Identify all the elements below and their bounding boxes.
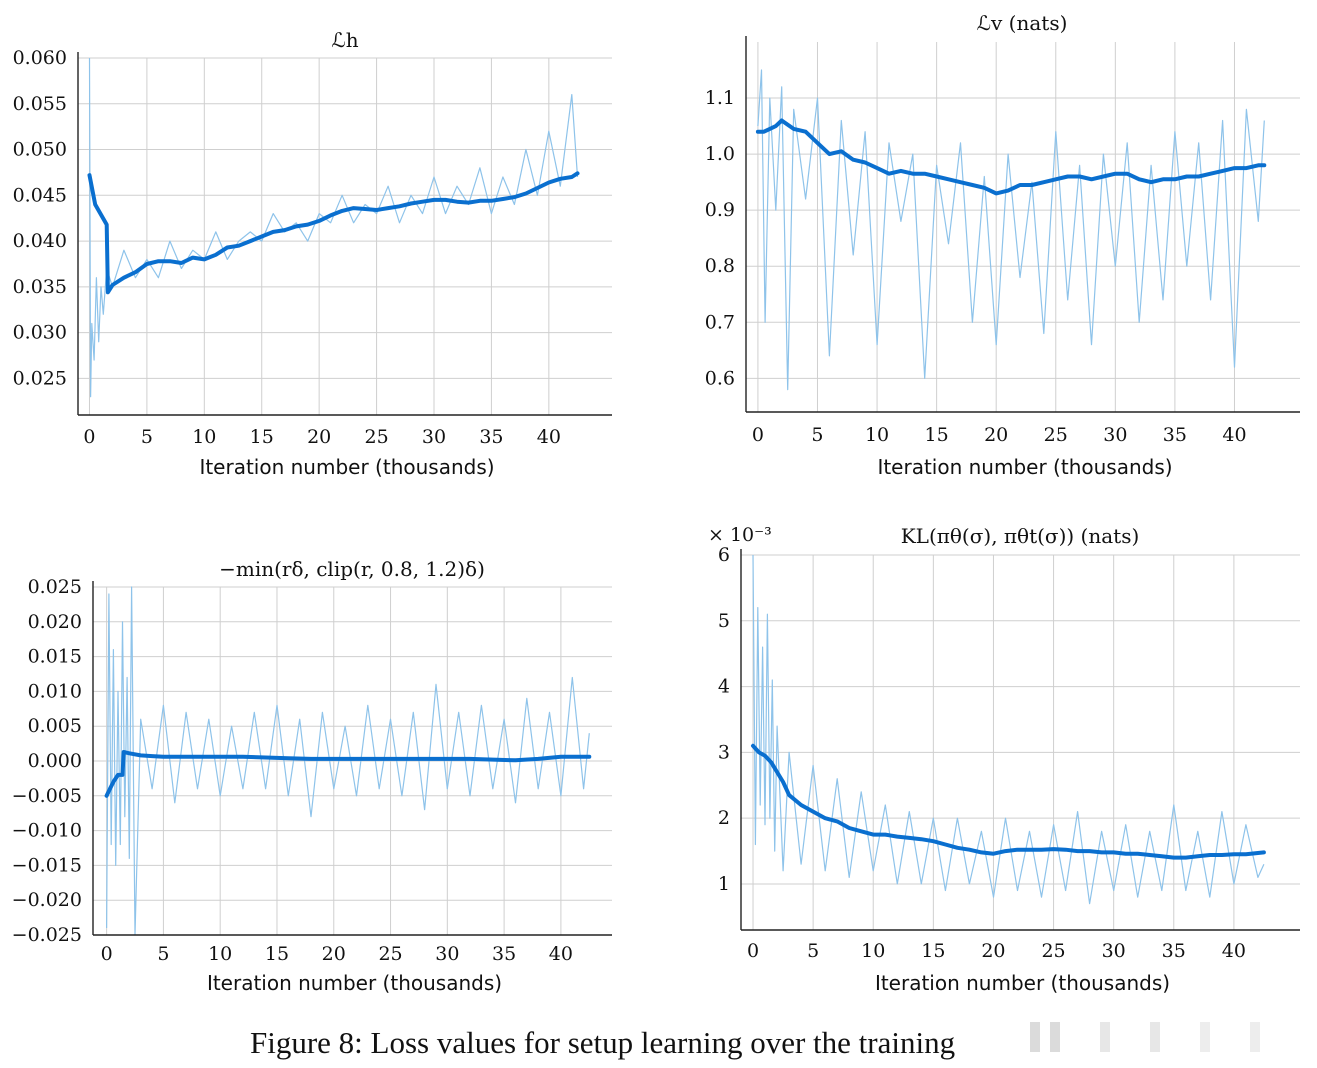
x-tick-label: 5	[157, 943, 169, 965]
series-line-raw	[88, 57, 579, 398]
x-tick-label: 15	[925, 424, 949, 446]
chart-title: ℒv (nats)	[977, 11, 1068, 35]
chart-title: ℒh	[331, 28, 358, 52]
y-tick-label: 0.040	[13, 230, 67, 252]
x-tick-label: 35	[1163, 424, 1187, 446]
series-line-smoothed	[87, 171, 580, 295]
series-line-raw	[752, 554, 1265, 905]
chart-title: −min(rδ, clip(r, 0.8, 1.2)δ)	[219, 557, 485, 581]
x-tick-label: 5	[141, 426, 153, 448]
chart-panel-3: 0 5 10 15 20 25 30 35 40 −0.025 −0.020 −0.015 −0.010…	[12, 557, 612, 995]
x-tick-label: 40	[537, 426, 561, 448]
x-tick-label: 30	[422, 426, 446, 448]
x-tick-label: 35	[479, 426, 503, 448]
x-tick-label: 40	[1222, 940, 1246, 962]
y-tick-label: 0.060	[13, 47, 67, 69]
y-tick-label: 0.045	[13, 184, 67, 206]
y-tick-label: 0.025	[28, 576, 82, 598]
x-tick-label: 15	[265, 943, 289, 965]
y-tick-label: −0.010	[12, 820, 82, 842]
y-tick-label: 3	[718, 741, 730, 763]
x-tick-label: 15	[921, 940, 945, 962]
y-tick-label: −0.005	[12, 785, 82, 807]
x-tick-label: 20	[981, 940, 1005, 962]
figure-caption: Figure 8: Loss values for setup learning…	[250, 1025, 955, 1060]
y-tick-label: 0.010	[28, 680, 82, 702]
y-tick-label: 0.055	[13, 93, 67, 115]
y-tick-label: −0.020	[12, 889, 82, 911]
x-tick-label: 0	[752, 424, 764, 446]
series-line-raw	[757, 69, 1265, 391]
chart-panel-4: 0 5 10 15 20 25 30 35 40 1 2 3 4 5 6 KL(πθ(σ), πθt(σ)) …	[708, 524, 1300, 995]
x-tick-label: 20	[307, 426, 331, 448]
x-tick-label: 10	[861, 940, 885, 962]
caption-overlay-icon	[1030, 1022, 1260, 1052]
x-tick-label: 30	[1103, 424, 1127, 446]
x-tick-label: 20	[322, 943, 346, 965]
y-tick-label: 4	[718, 676, 730, 698]
y-tick-label: 0.035	[13, 276, 67, 298]
series-line-smoothed	[751, 743, 1266, 860]
y-tick-label: 0.8	[705, 255, 735, 277]
x-axis-label: Iteration number (thousands)	[877, 455, 1172, 479]
y-tick-label: −0.015	[12, 854, 82, 876]
y-tick-label: 2	[718, 807, 730, 829]
y-tick-label: 0.015	[28, 646, 82, 668]
x-tick-label: 0	[747, 940, 759, 962]
x-axis-label: Iteration number (thousands)	[207, 971, 502, 995]
x-tick-label: 35	[492, 943, 516, 965]
y-tick-label: 6	[718, 544, 730, 566]
y-tick-label: −0.025	[12, 924, 82, 946]
y-tick-label: 0.020	[28, 611, 82, 633]
x-axis-label: Iteration number (thousands)	[875, 971, 1170, 995]
x-tick-label: 20	[984, 424, 1008, 446]
x-axis-label: Iteration number (thousands)	[199, 455, 494, 479]
series-line-smoothed	[104, 750, 592, 798]
y-tick-label: 0.050	[13, 139, 67, 161]
x-tick-label: 5	[807, 940, 819, 962]
x-tick-label: 10	[208, 943, 232, 965]
x-tick-label: 10	[192, 426, 216, 448]
y-tick-label: 0.025	[13, 367, 67, 389]
y-tick-label: 1.0	[705, 143, 735, 165]
y-tick-label: 0.7	[705, 311, 735, 333]
x-tick-label: 30	[1102, 940, 1126, 962]
chart-panel-2: 0 5 10 15 20 25 30 35 40 0.6 0.7 0.8 0.9 1.0 1.1 ℒv (na…	[705, 11, 1300, 479]
x-tick-label: 0	[101, 943, 113, 965]
chart-panel-1: 0 5 10 15 20 25 30 35 40 0.025 0.030 0.035 0.040 0.04…	[13, 28, 612, 479]
x-tick-label: 15	[250, 426, 274, 448]
x-tick-label: 25	[1041, 940, 1065, 962]
y-tick-label: 0.005	[28, 715, 82, 737]
series-line-smoothed	[755, 118, 1267, 196]
y-tick-label: 0.030	[13, 322, 67, 344]
x-tick-label: 35	[1162, 940, 1186, 962]
x-tick-label: 25	[364, 426, 388, 448]
x-tick-label: 25	[1044, 424, 1068, 446]
x-tick-label: 40	[549, 943, 573, 965]
x-tick-label: 0	[83, 426, 95, 448]
x-tick-label: 10	[865, 424, 889, 446]
x-tick-label: 5	[811, 424, 823, 446]
x-tick-label: 25	[378, 943, 402, 965]
y-axis-multiplier: × 10⁻³	[708, 524, 772, 546]
y-tick-label: 0.000	[28, 750, 82, 772]
y-tick-label: 1.1	[705, 87, 735, 109]
x-tick-label: 40	[1222, 424, 1246, 446]
y-tick-label: 0.9	[705, 199, 735, 221]
y-tick-label: 5	[718, 610, 730, 632]
chart-title: KL(πθ(σ), πθt(σ)) (nats)	[901, 524, 1140, 548]
y-tick-label: 1	[718, 873, 730, 895]
y-tick-label: 0.6	[705, 367, 735, 389]
x-tick-label: 30	[435, 943, 459, 965]
